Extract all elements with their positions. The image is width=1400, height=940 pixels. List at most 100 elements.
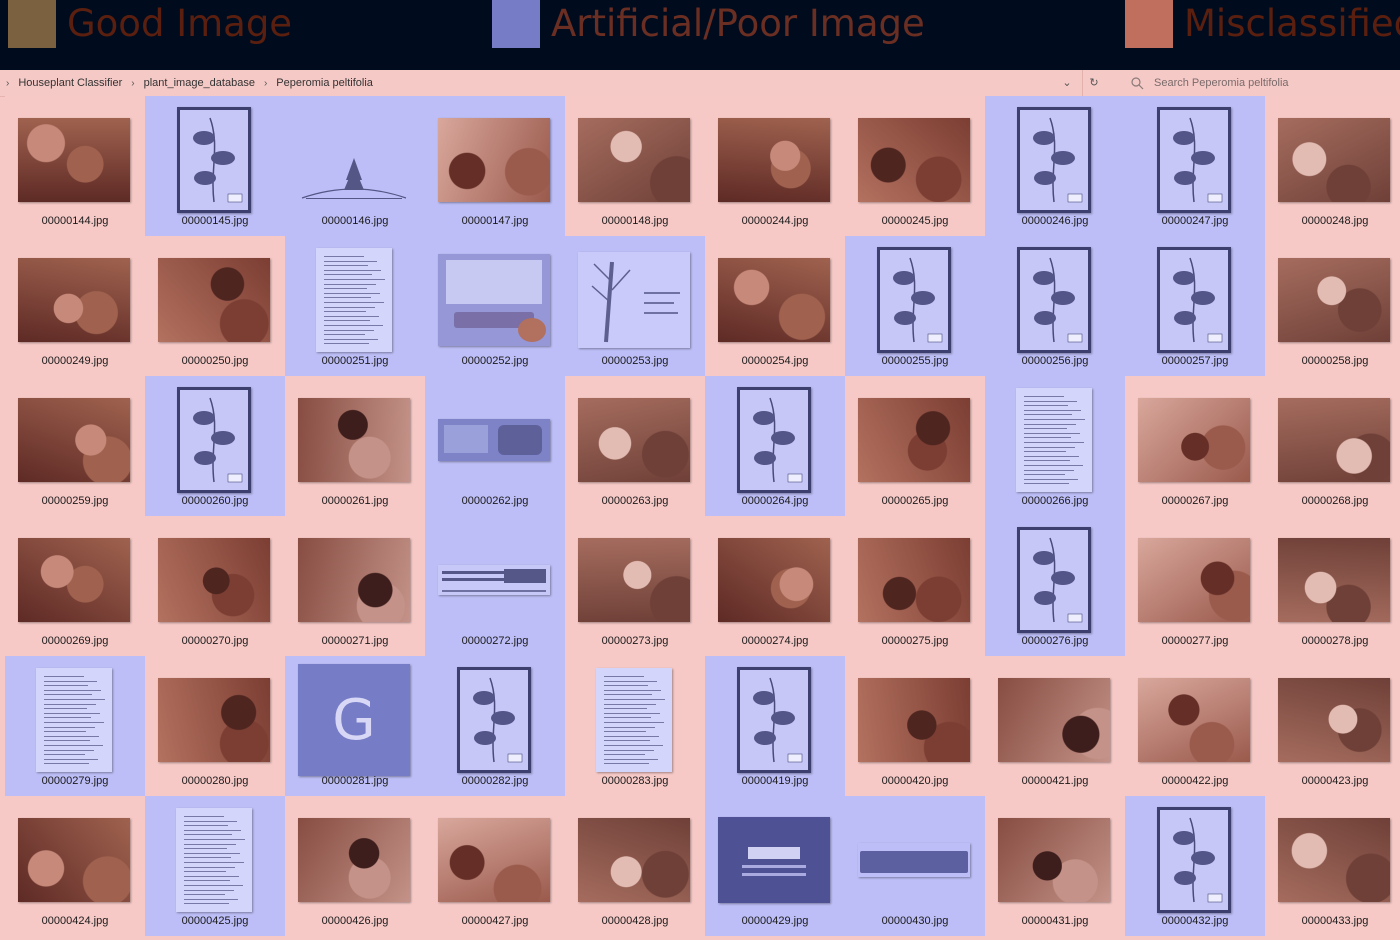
file-item[interactable]: 00000430.jpg bbox=[845, 796, 985, 936]
file-item[interactable]: 00000259.jpg bbox=[5, 376, 145, 516]
file-name: 00000274.jpg bbox=[741, 635, 809, 647]
file-item[interactable]: 00000428.jpg bbox=[565, 796, 705, 936]
file-item[interactable]: 00000253.jpg bbox=[565, 236, 705, 376]
file-item[interactable]: 00000248.jpg bbox=[1265, 96, 1400, 236]
file-thumbnail bbox=[1275, 524, 1393, 636]
file-thumbnail bbox=[995, 384, 1113, 496]
file-item[interactable]: 00000251.jpg bbox=[285, 236, 425, 376]
file-name: 00000253.jpg bbox=[601, 355, 669, 367]
file-name: 00000425.jpg bbox=[181, 915, 249, 927]
file-thumbnail bbox=[855, 384, 973, 496]
file-thumbnail bbox=[1135, 524, 1253, 636]
file-thumbnail bbox=[995, 524, 1113, 636]
file-item[interactable]: 00000431.jpg bbox=[985, 796, 1125, 936]
breadcrumb-item-plant-image-database[interactable]: plant_image_database bbox=[143, 77, 255, 89]
file-item[interactable]: 00000256.jpg bbox=[985, 236, 1125, 376]
breadcrumb-item-peperomia-peltifolia[interactable]: Peperomia peltifolia bbox=[276, 77, 373, 89]
file-item[interactable]: 00000433.jpg bbox=[1265, 796, 1400, 936]
file-item[interactable]: 00000273.jpg bbox=[565, 516, 705, 656]
file-item[interactable]: 00000272.jpg bbox=[425, 516, 565, 656]
file-thumbnail bbox=[295, 384, 413, 496]
search-icon bbox=[1130, 76, 1144, 90]
breadcrumb-separator-icon[interactable]: › bbox=[131, 77, 135, 89]
file-name: 00000275.jpg bbox=[881, 635, 949, 647]
file-item[interactable]: 00000244.jpg bbox=[705, 96, 845, 236]
file-item[interactable]: 00000427.jpg bbox=[425, 796, 565, 936]
file-item[interactable]: 00000146.jpg bbox=[285, 96, 425, 236]
file-thumbnail bbox=[1275, 664, 1393, 776]
file-item[interactable]: 00000425.jpg bbox=[145, 796, 285, 936]
file-item[interactable]: 00000147.jpg bbox=[425, 96, 565, 236]
file-thumbnail bbox=[1275, 804, 1393, 916]
file-item[interactable]: 00000264.jpg bbox=[705, 376, 845, 516]
breadcrumb-root-chevron-icon[interactable]: › bbox=[6, 77, 10, 89]
file-name: 00000273.jpg bbox=[601, 635, 669, 647]
file-item[interactable]: 00000419.jpg bbox=[705, 656, 845, 796]
file-item[interactable]: 00000260.jpg bbox=[145, 376, 285, 516]
file-item[interactable]: 00000271.jpg bbox=[285, 516, 425, 656]
search-box[interactable]: Search Peperomia peltifolia bbox=[1120, 73, 1395, 93]
file-item[interactable]: 00000148.jpg bbox=[565, 96, 705, 236]
file-item[interactable]: 00000249.jpg bbox=[5, 236, 145, 376]
refresh-icon[interactable]: ↻ bbox=[1082, 70, 1105, 96]
file-item[interactable]: 00000276.jpg bbox=[985, 516, 1125, 656]
file-item[interactable]: 00000278.jpg bbox=[1265, 516, 1400, 656]
file-item[interactable]: 00000279.jpg bbox=[5, 656, 145, 796]
search-input[interactable]: Search Peperomia peltifolia bbox=[1154, 77, 1289, 89]
file-item[interactable]: 00000250.jpg bbox=[145, 236, 285, 376]
breadcrumb-separator-icon[interactable]: › bbox=[263, 77, 268, 89]
file-item[interactable]: 00000423.jpg bbox=[1265, 656, 1400, 796]
file-item[interactable]: 00000429.jpg bbox=[705, 796, 845, 936]
file-item[interactable]: 00000432.jpg bbox=[1125, 796, 1265, 936]
breadcrumb-item-houseplant-classifier[interactable]: Houseplant Classifier bbox=[18, 77, 123, 89]
file-item[interactable]: 00000254.jpg bbox=[705, 236, 845, 376]
file-item[interactable]: 00000268.jpg bbox=[1265, 376, 1400, 516]
file-item[interactable]: 00000263.jpg bbox=[565, 376, 705, 516]
file-thumbnail bbox=[575, 804, 693, 916]
file-name: 00000429.jpg bbox=[741, 915, 809, 927]
file-item[interactable]: 00000261.jpg bbox=[285, 376, 425, 516]
file-item[interactable]: 00000282.jpg bbox=[425, 656, 565, 796]
file-item[interactable]: 00000420.jpg bbox=[845, 656, 985, 796]
file-name: 00000283.jpg bbox=[601, 775, 669, 787]
file-item[interactable]: 00000144.jpg bbox=[5, 96, 145, 236]
file-item[interactable]: 00000258.jpg bbox=[1265, 236, 1400, 376]
file-item[interactable]: 00000269.jpg bbox=[5, 516, 145, 656]
file-item[interactable]: 00000422.jpg bbox=[1125, 656, 1265, 796]
file-name: 00000246.jpg bbox=[1021, 215, 1089, 227]
file-item[interactable]: 00000280.jpg bbox=[145, 656, 285, 796]
file-item[interactable]: 00000426.jpg bbox=[285, 796, 425, 936]
file-item[interactable]: 00000255.jpg bbox=[845, 236, 985, 376]
file-grid: 00000144.jpg 00000145.jpg 00000146.jpg 0000… bbox=[5, 96, 1400, 936]
address-bar: › Houseplant Classifier › plant_image_da… bbox=[0, 70, 1400, 97]
history-dropdown-chevron-icon[interactable]: ⌄ bbox=[1062, 77, 1072, 89]
file-item[interactable]: 00000145.jpg bbox=[145, 96, 285, 236]
file-name: 00000428.jpg bbox=[601, 915, 669, 927]
file-item[interactable]: G 00000281.jpg bbox=[285, 656, 425, 796]
file-thumbnail bbox=[715, 244, 833, 356]
file-name: 00000250.jpg bbox=[181, 355, 249, 367]
file-item[interactable]: 00000275.jpg bbox=[845, 516, 985, 656]
file-name: 00000259.jpg bbox=[41, 495, 109, 507]
file-thumbnail bbox=[855, 104, 973, 216]
file-item[interactable]: 00000424.jpg bbox=[5, 796, 145, 936]
file-item[interactable]: 00000265.jpg bbox=[845, 376, 985, 516]
file-item[interactable]: 00000245.jpg bbox=[845, 96, 985, 236]
file-item[interactable]: 00000246.jpg bbox=[985, 96, 1125, 236]
file-name: 00000263.jpg bbox=[601, 495, 669, 507]
file-item[interactable]: 00000257.jpg bbox=[1125, 236, 1265, 376]
file-item[interactable]: 00000421.jpg bbox=[985, 656, 1125, 796]
file-item[interactable]: 00000270.jpg bbox=[145, 516, 285, 656]
file-item[interactable]: 00000252.jpg bbox=[425, 236, 565, 376]
file-item[interactable]: 00000277.jpg bbox=[1125, 516, 1265, 656]
file-name: 00000146.jpg bbox=[321, 215, 389, 227]
file-item[interactable]: 00000267.jpg bbox=[1125, 376, 1265, 516]
file-item[interactable]: 00000283.jpg bbox=[565, 656, 705, 796]
file-thumbnail bbox=[435, 244, 553, 356]
file-thumbnail bbox=[435, 104, 553, 216]
file-thumbnail bbox=[295, 524, 413, 636]
file-item[interactable]: 00000247.jpg bbox=[1125, 96, 1265, 236]
file-item[interactable]: 00000266.jpg bbox=[985, 376, 1125, 516]
file-item[interactable]: 00000274.jpg bbox=[705, 516, 845, 656]
file-item[interactable]: 00000262.jpg bbox=[425, 376, 565, 516]
